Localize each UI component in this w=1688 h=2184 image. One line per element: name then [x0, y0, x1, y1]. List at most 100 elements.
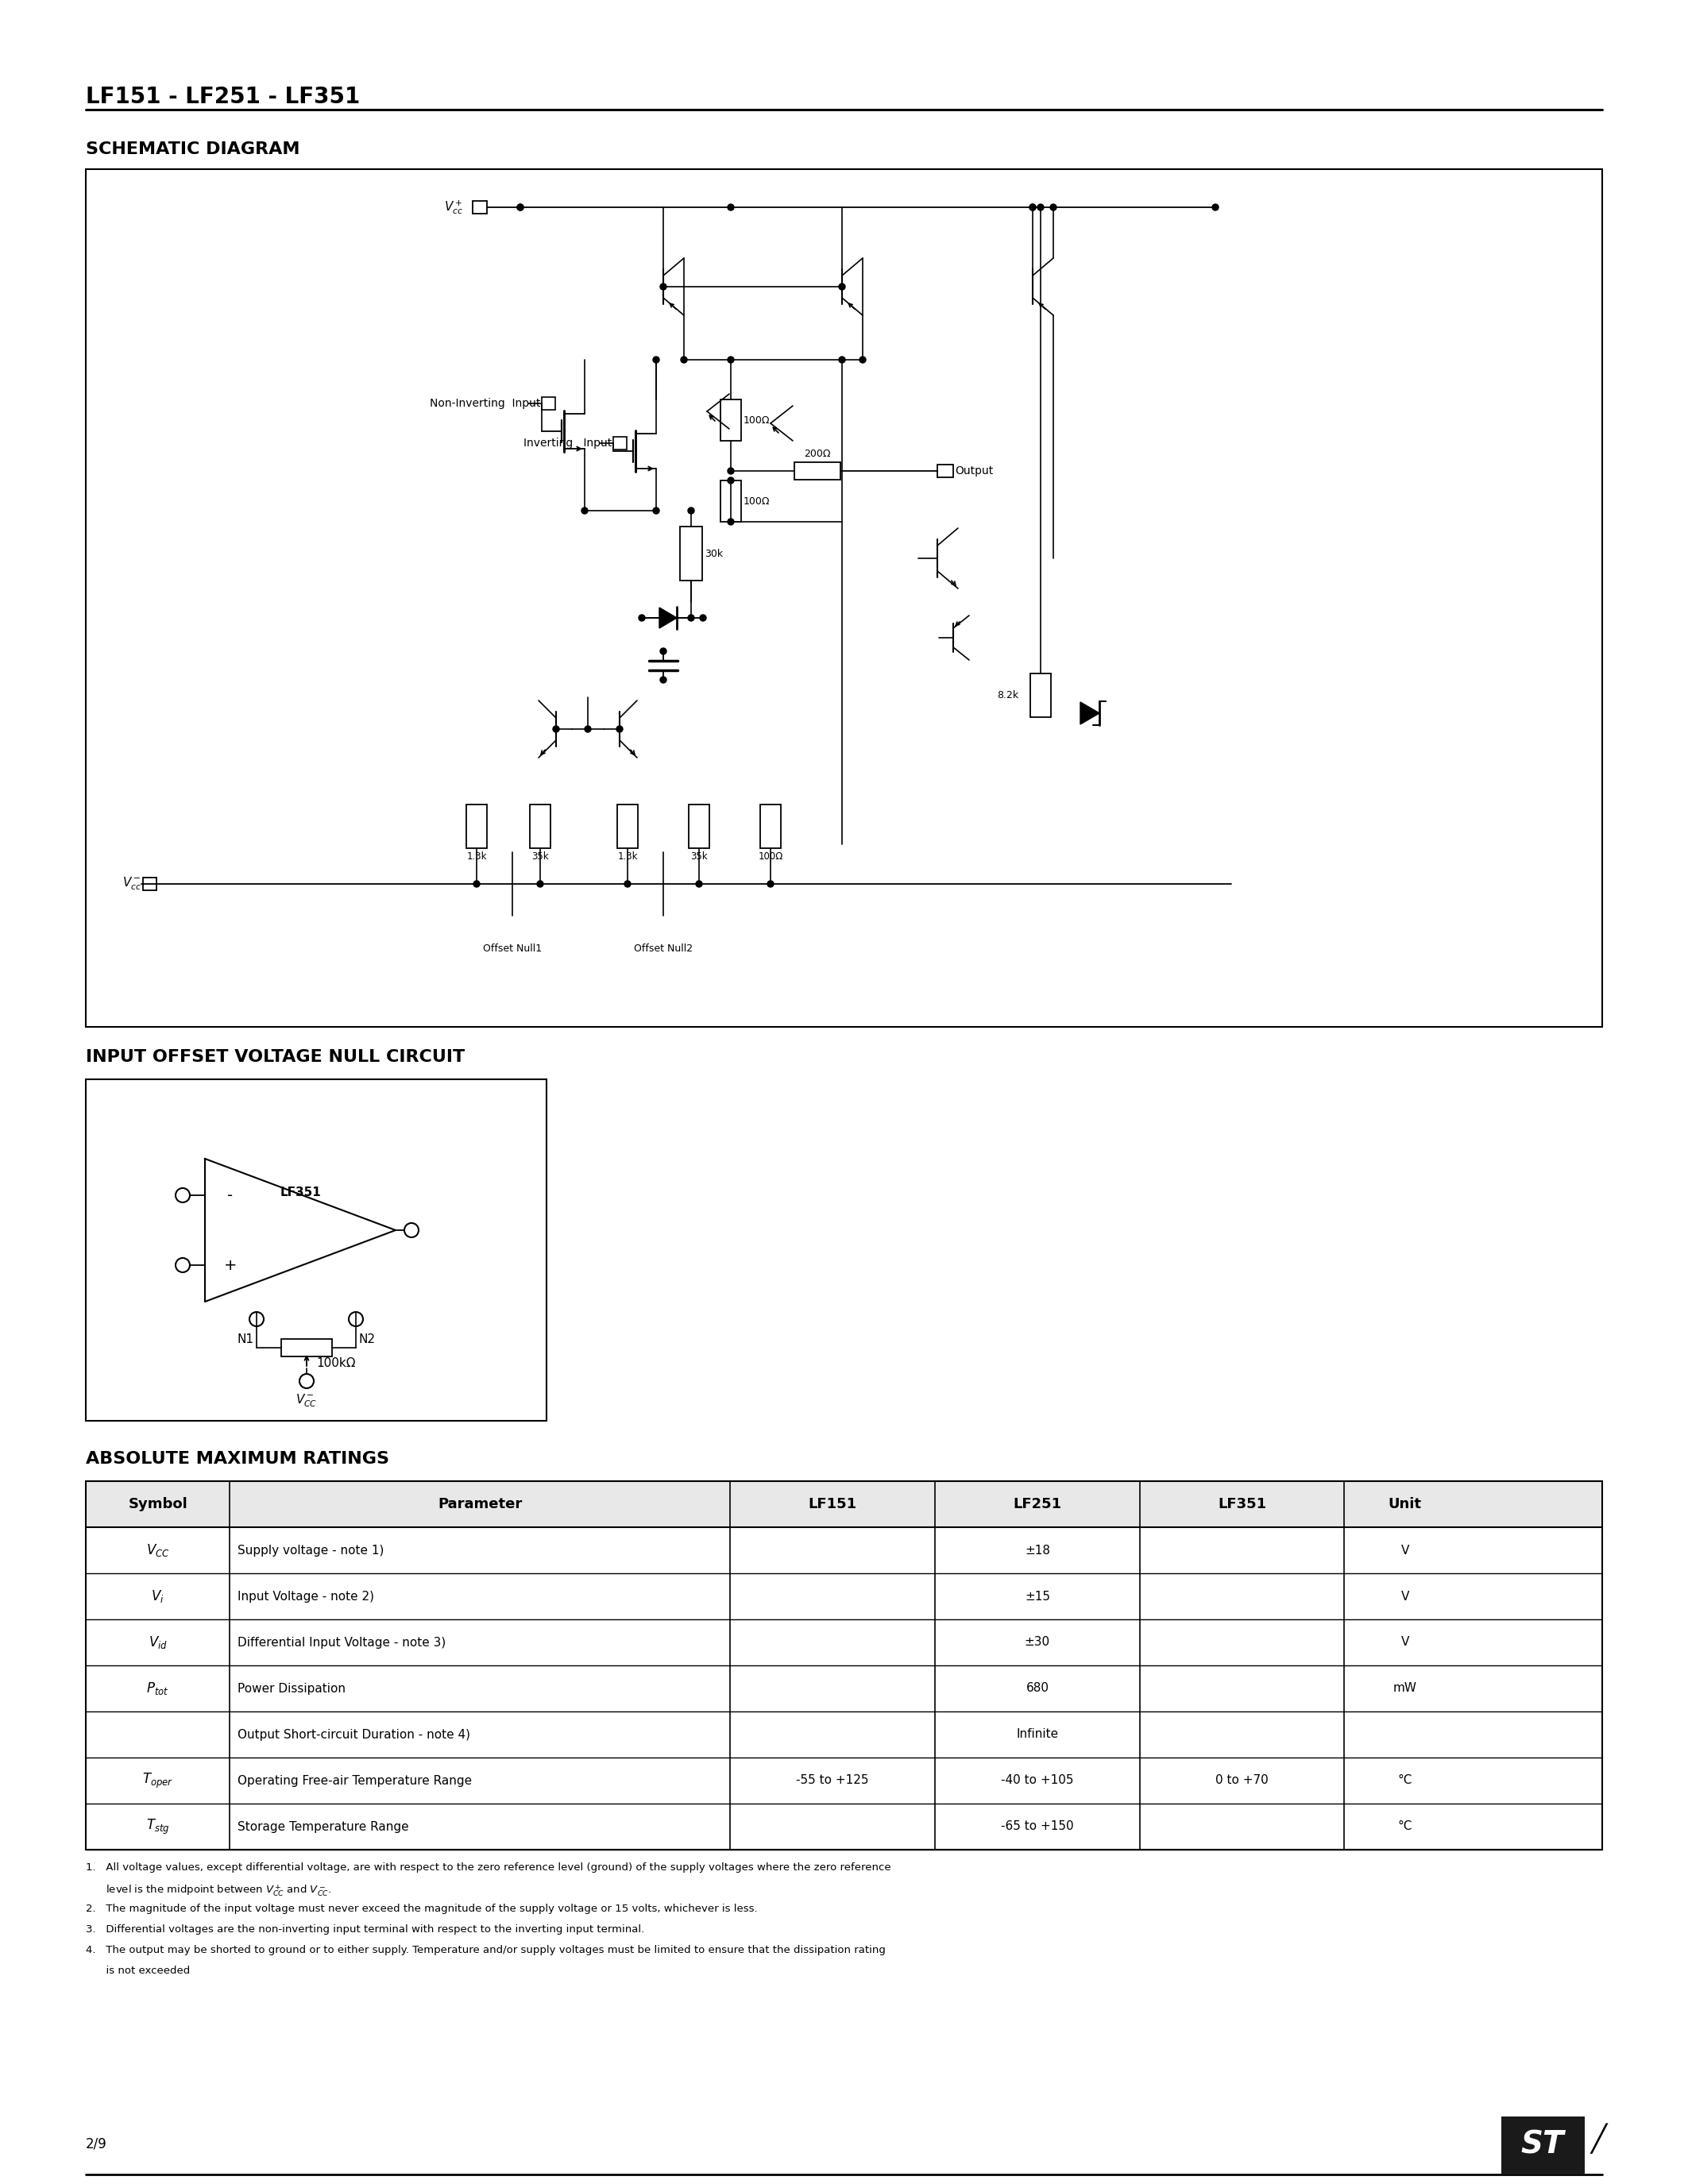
Text: ABSOLUTE MAXIMUM RATINGS: ABSOLUTE MAXIMUM RATINGS [86, 1450, 390, 1468]
Text: 1.3k: 1.3k [466, 852, 486, 863]
Text: Operating Free-air Temperature Range: Operating Free-air Temperature Range [238, 1776, 473, 1787]
Text: ±30: ±30 [1025, 1636, 1050, 1649]
Bar [760, 804, 782, 847]
Bar [1030, 673, 1052, 716]
Polygon shape [660, 607, 677, 629]
Circle shape [517, 203, 523, 210]
Circle shape [680, 356, 687, 363]
Text: N2: N2 [358, 1334, 375, 1345]
Circle shape [689, 507, 694, 513]
Text: Output: Output [955, 465, 993, 476]
Text: °C: °C [1398, 1776, 1413, 1787]
Text: -55 to +125: -55 to +125 [797, 1776, 869, 1787]
Text: $V_{cc}^+$: $V_{cc}^+$ [444, 199, 463, 216]
Text: 35k: 35k [690, 852, 707, 863]
Text: Input Voltage - note 2): Input Voltage - note 2) [238, 1590, 375, 1603]
Circle shape [859, 356, 866, 363]
Text: V: V [1401, 1636, 1409, 1649]
Text: $V_{CC}^-$: $V_{CC}^-$ [295, 1391, 317, 1409]
Bar [937, 465, 954, 478]
Bar [1501, 2116, 1585, 2173]
Circle shape [660, 284, 667, 290]
Circle shape [728, 467, 734, 474]
Circle shape [653, 507, 660, 513]
Circle shape [616, 725, 623, 732]
Text: Power Dissipation: Power Dissipation [238, 1682, 346, 1695]
Bar [689, 804, 709, 847]
Circle shape [689, 614, 694, 620]
Text: 2.   The magnitude of the input voltage must never exceed the magnitude of the s: 2. The magnitude of the input voltage mu… [86, 1904, 758, 1913]
Text: ±15: ±15 [1025, 1590, 1050, 1603]
Text: 3.   Differential voltages are the non-inverting input terminal with respect to : 3. Differential voltages are the non-inv… [86, 1924, 645, 1935]
Bar [530, 804, 550, 847]
Text: Parameter: Parameter [437, 1496, 522, 1511]
Circle shape [537, 880, 544, 887]
Circle shape [1212, 203, 1219, 210]
Circle shape [473, 880, 479, 887]
Text: V: V [1401, 1590, 1409, 1603]
Text: Infinite: Infinite [1016, 1728, 1058, 1741]
Circle shape [728, 203, 734, 210]
Text: 1.3k: 1.3k [618, 852, 638, 863]
Bar [542, 397, 555, 411]
Text: SCHEMATIC DIAGRAM: SCHEMATIC DIAGRAM [86, 142, 300, 157]
Bar [143, 878, 157, 891]
Bar [473, 201, 486, 214]
Text: Non-Inverting  Input: Non-Inverting Input [429, 397, 540, 408]
Circle shape [625, 880, 631, 887]
Circle shape [768, 880, 773, 887]
Bar [721, 480, 741, 522]
Text: INPUT OFFSET VOLTAGE NULL CIRCUIT: INPUT OFFSET VOLTAGE NULL CIRCUIT [86, 1048, 464, 1066]
Circle shape [653, 356, 660, 363]
Text: +: + [225, 1258, 236, 1273]
Circle shape [695, 880, 702, 887]
Text: Storage Temperature Range: Storage Temperature Range [238, 1821, 408, 1832]
Text: Symbol: Symbol [128, 1496, 187, 1511]
Circle shape [839, 284, 846, 290]
Bar [86, 1481, 1602, 1850]
Text: $P_{tot}$: $P_{tot}$ [147, 1679, 169, 1697]
Text: ST: ST [1521, 2129, 1565, 2160]
Circle shape [660, 649, 667, 655]
Text: LF151 - LF251 - LF351: LF151 - LF251 - LF351 [86, 85, 360, 107]
Text: 200Ω: 200Ω [803, 448, 830, 459]
Text: level is the midpoint between $V_{CC}^+$ and $V_{CC}^-$.: level is the midpoint between $V_{CC}^+$… [86, 1883, 331, 1898]
Text: LF351: LF351 [1217, 1496, 1266, 1511]
Text: ╱: ╱ [1590, 2123, 1607, 2153]
Bar [86, 1079, 547, 1422]
Text: LF351: LF351 [280, 1186, 321, 1199]
Circle shape [728, 478, 734, 483]
Text: Differential Input Voltage - note 3): Differential Input Voltage - note 3) [238, 1636, 446, 1649]
Bar [86, 168, 1602, 1026]
Text: °C: °C [1398, 1821, 1413, 1832]
Circle shape [1030, 203, 1036, 210]
Text: 1.   All voltage values, except differential voltage, are with respect to the ze: 1. All voltage values, except differenti… [86, 1863, 891, 1872]
Circle shape [660, 677, 667, 684]
Text: 100Ω: 100Ω [743, 415, 770, 426]
Text: mW: mW [1393, 1682, 1416, 1695]
Text: is not exceeded: is not exceeded [86, 1966, 191, 1977]
Bar [721, 400, 741, 441]
Circle shape [728, 356, 734, 363]
Bar [86, 1481, 1602, 1527]
Bar [466, 804, 486, 847]
Text: LF151: LF151 [809, 1496, 858, 1511]
Bar [618, 804, 638, 847]
Circle shape [554, 725, 559, 732]
Text: -: - [228, 1188, 233, 1203]
Text: 8.2k: 8.2k [998, 690, 1018, 701]
Text: LF251: LF251 [1013, 1496, 1062, 1511]
Text: 680: 680 [1026, 1682, 1048, 1695]
Bar [613, 437, 626, 450]
Circle shape [839, 356, 846, 363]
Circle shape [1038, 203, 1043, 210]
Text: Inverting   Input: Inverting Input [523, 437, 611, 448]
Text: 100kΩ: 100kΩ [316, 1356, 356, 1369]
Text: $T_{oper}$: $T_{oper}$ [142, 1771, 174, 1789]
Text: Offset Null2: Offset Null2 [635, 943, 692, 954]
Text: ±18: ±18 [1025, 1544, 1050, 1557]
Text: V: V [1401, 1544, 1409, 1557]
Text: 30k: 30k [704, 548, 722, 559]
Text: $V_{id}$: $V_{id}$ [149, 1634, 167, 1651]
Text: 4.   The output may be shorted to ground or to either supply. Temperature and/or: 4. The output may be shorted to ground o… [86, 1946, 886, 1955]
